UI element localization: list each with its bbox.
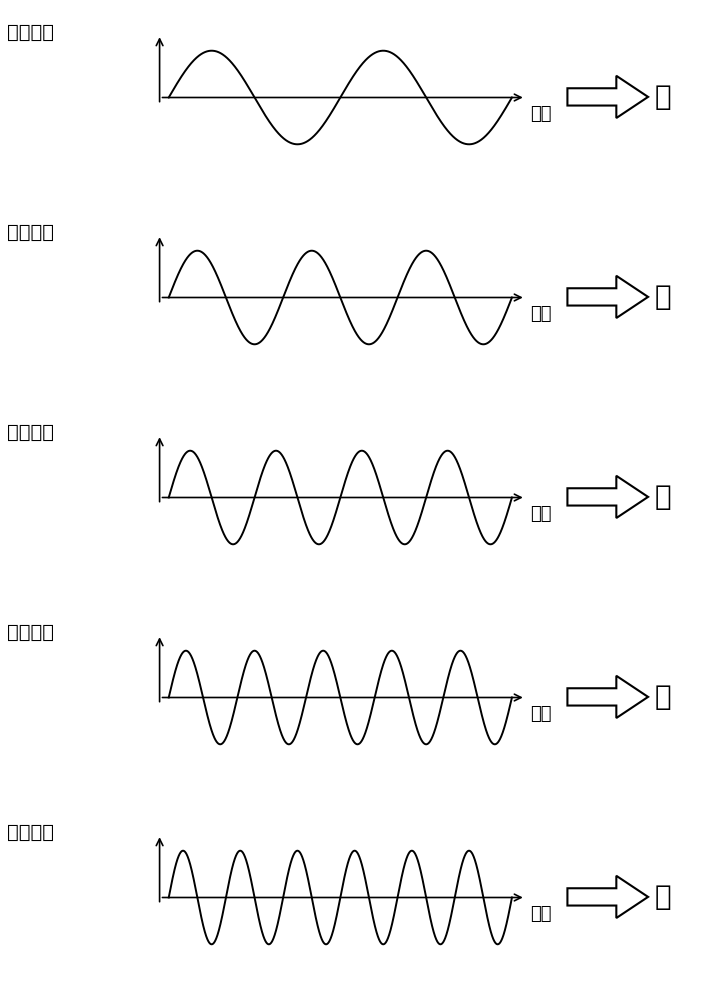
Text: 绿: 绿 bbox=[654, 682, 671, 710]
Text: 蓝: 蓝 bbox=[654, 882, 671, 910]
Text: 时间: 时间 bbox=[531, 905, 552, 923]
Polygon shape bbox=[568, 476, 648, 518]
Text: 声量强度: 声量强度 bbox=[7, 23, 54, 42]
Text: 声量强度: 声量强度 bbox=[7, 223, 54, 242]
Text: 时间: 时间 bbox=[531, 105, 552, 123]
Text: 黄: 黄 bbox=[654, 483, 671, 511]
Text: 声量强度: 声量强度 bbox=[7, 423, 54, 442]
Polygon shape bbox=[568, 276, 648, 318]
Text: 声量强度: 声量强度 bbox=[7, 623, 54, 642]
Text: 声量强度: 声量强度 bbox=[7, 823, 54, 842]
Text: 时间: 时间 bbox=[531, 505, 552, 523]
Text: 时间: 时间 bbox=[531, 305, 552, 323]
Polygon shape bbox=[568, 676, 648, 718]
Text: 红: 红 bbox=[654, 83, 671, 110]
Text: 橙: 橙 bbox=[654, 282, 671, 310]
Polygon shape bbox=[568, 76, 648, 118]
Text: 时间: 时间 bbox=[531, 705, 552, 723]
Polygon shape bbox=[568, 876, 648, 918]
